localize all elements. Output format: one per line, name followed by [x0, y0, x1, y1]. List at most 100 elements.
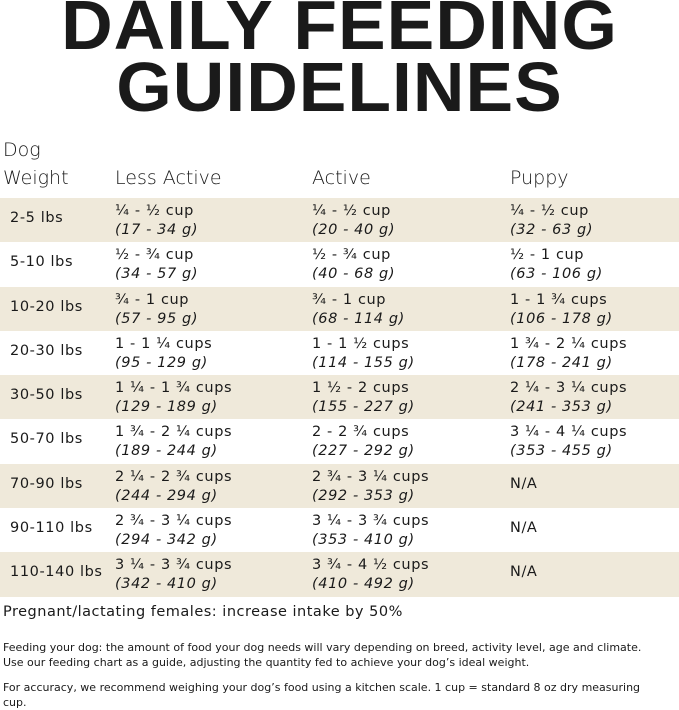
grams: (241 - 353 g) — [510, 399, 613, 416]
cups: ¼ - ½ cup — [115, 203, 194, 219]
amount-cell: 1 - 1 ¾ cups (106 - 178 g) — [510, 291, 613, 329]
grams: (129 - 189 g) — [115, 399, 218, 416]
amount-cell: N/A — [510, 520, 538, 537]
table-row: 110-140 lbs 3 ¼ - 3 ¾ cups (342 - 410 g) 3 … — [0, 552, 679, 597]
grams: (114 - 155 g) — [312, 354, 415, 371]
cups: ½ - 1 cup — [510, 247, 585, 264]
cups: 1 ¾ - 2 ¼ cups — [510, 335, 628, 352]
amount-cell: ¼ - ½ cup (17 - 34 g) — [115, 202, 198, 240]
weight-cell: 50-70 lbs — [10, 431, 83, 448]
grams: (342 - 410 g) — [115, 576, 218, 593]
amount-cell: ¼ - ½ cup (20 - 40 g) — [312, 202, 395, 240]
amount-cell: ¾ - 1 cup (57 - 95 g) — [115, 291, 198, 329]
column-header: Puppy — [510, 167, 569, 189]
grams: (95 - 129 g) — [115, 354, 208, 371]
note-paragraph: For accuracy, we recommend weighing your… — [3, 681, 641, 709]
cups: 1 - 1 ¾ cups — [510, 291, 608, 308]
table-row: 10-20 lbs ¾ - 1 cup (57 - 95 g) ¾ - 1 cup (6… — [0, 286, 679, 331]
table-row: 50-70 lbs 1 ¾ - 2 ¼ cups (189 - 244 g) 2 - … — [0, 419, 679, 463]
amount-cell: 2 ¾ - 3 ¼ cups (294 - 342 g) — [115, 512, 232, 550]
weight-cell: 20-30 lbs — [10, 342, 83, 359]
grams: (106 - 178 g) — [510, 310, 613, 327]
grams: (40 - 68 g) — [312, 266, 396, 283]
amount-cell: ½ - ¾ cup (34 - 57 g) — [115, 246, 198, 284]
cups: 1 - 1 ½ cups — [312, 335, 410, 352]
table-row: 90-110 lbs 2 ¾ - 3 ¼ cups (294 - 342 g) 3 ¼… — [0, 508, 679, 552]
table-row: 70-90 lbs 2 ¼ - 2 ¾ cups (244 - 294 g) 2 ¾ … — [0, 463, 679, 509]
grams: (155 - 227 g) — [312, 399, 415, 416]
grams: (17 - 34 g) — [115, 222, 199, 238]
cups: ¼ - ½ cup — [510, 203, 589, 219]
grams: (244 - 294 g) — [115, 487, 218, 504]
amount-cell: 3 ¾ - 4 ½ cups (410 - 492 g) — [312, 556, 429, 594]
grams: (63 - 106 g) — [510, 266, 603, 283]
weight-cell: 30-50 lbs — [10, 387, 83, 404]
grams: (68 - 114 g) — [312, 310, 405, 327]
cups: 1 ½ - 2 cups — [312, 380, 410, 397]
table-header: Dog Weight Less Active Active Puppy — [0, 139, 679, 196]
amount-cell: 1 ¾ - 2 ¼ cups (178 - 241 g) — [510, 335, 627, 373]
amount-cell: 2 ¼ - 2 ¾ cups (244 - 294 g) — [115, 468, 232, 506]
title-line: GUIDELINES — [116, 48, 563, 126]
table-row: 30-50 lbs 1 ¼ - 1 ¾ cups (129 - 189 g) 1 ½ … — [0, 375, 679, 420]
grams: (353 - 410 g) — [312, 532, 415, 549]
table-row: 5-10 lbs ½ - ¾ cup (34 - 57 g) ½ - ¾ cup (40… — [0, 242, 679, 286]
weight-cell: 110-140 lbs — [10, 564, 103, 581]
cups: 1 ¼ - 1 ¾ cups — [115, 380, 233, 397]
column-header: Less Active — [115, 167, 222, 189]
grams: (178 - 241 g) — [510, 354, 613, 371]
grams: (292 - 353 g) — [312, 487, 415, 504]
column-header: Active — [312, 167, 371, 189]
amount-cell: 1 - 1 ¼ cups (95 - 129 g) — [115, 335, 212, 373]
cups: 1 - 1 ¼ cups — [115, 335, 213, 352]
cups: 2 ¼ - 3 ¼ cups — [510, 380, 628, 397]
grams: (189 - 244 g) — [115, 443, 218, 460]
note-paragraph: Feeding your dog: the amount of food you… — [3, 641, 642, 669]
cups: 2 ¾ - 3 ¼ cups — [115, 513, 233, 530]
weight-cell: 90-110 lbs — [10, 520, 93, 537]
amount-cell: 1 ½ - 2 cups (155 - 227 g) — [312, 379, 415, 417]
amount-cell: N/A — [510, 475, 538, 492]
amount-cell: ¾ - 1 cup (68 - 114 g) — [312, 291, 405, 329]
amount-cell: ½ - 1 cup (63 - 106 g) — [510, 246, 603, 284]
weight-cell: 70-90 lbs — [10, 475, 83, 492]
grams: (57 - 95 g) — [115, 310, 199, 327]
table-row: 2-5 lbs ¼ - ½ cup (17 - 34 g) ¼ - ½ cup (20 … — [0, 198, 679, 243]
cups: 3 ¼ - 3 ¾ cups — [312, 513, 430, 530]
cups: 2 ¾ - 3 ¼ cups — [312, 468, 430, 485]
cups: 3 ¼ - 3 ¾ cups — [115, 557, 233, 574]
grams: (353 - 455 g) — [510, 443, 613, 460]
cups: ½ - ¾ cup — [312, 247, 391, 264]
weight-cell: 10-20 lbs — [10, 298, 83, 315]
cups: ¼ - ½ cup — [312, 203, 391, 219]
amount-cell: 3 ¼ - 3 ¾ cups (342 - 410 g) — [115, 556, 232, 594]
grams: (410 - 492 g) — [312, 576, 415, 593]
column-header: Dog Weight — [3, 139, 69, 189]
grams: (34 - 57 g) — [115, 266, 199, 283]
grams: (227 - 292 g) — [312, 443, 415, 460]
grams: (32 - 63 g) — [510, 222, 594, 238]
weight-cell: 2-5 lbs — [10, 210, 64, 226]
pregnant-note: Pregnant/lactating females: increase int… — [3, 604, 403, 620]
table-row: 20-30 lbs 1 - 1 ¼ cups (95 - 129 g) 1 - 1 ½… — [0, 331, 679, 375]
amount-cell: ¼ - ½ cup (32 - 63 g) — [510, 202, 593, 240]
amount-cell: 2 ¾ - 3 ¼ cups (292 - 353 g) — [312, 468, 429, 506]
amount-cell: 1 ¾ - 2 ¼ cups (189 - 244 g) — [115, 423, 232, 461]
amount-cell: N/A — [510, 564, 538, 581]
amount-cell: 3 ¼ - 4 ¼ cups (353 - 455 g) — [510, 423, 627, 461]
cups: ½ - ¾ cup — [115, 247, 194, 264]
cups: ¾ - 1 cup — [115, 291, 190, 308]
grams: (294 - 342 g) — [115, 532, 218, 549]
amount-cell: 2 ¼ - 3 ¼ cups (241 - 353 g) — [510, 379, 627, 417]
cups: 2 - 2 ¾ cups — [312, 424, 410, 441]
cups: ¾ - 1 cup — [312, 291, 387, 308]
amount-cell: 1 ¼ - 1 ¾ cups (129 - 189 g) — [115, 379, 232, 417]
amount-cell: ½ - ¾ cup (40 - 68 g) — [312, 246, 395, 284]
amount-cell: 1 - 1 ½ cups (114 - 155 g) — [312, 335, 415, 373]
cups: 3 ¾ - 4 ½ cups — [312, 557, 430, 574]
amount-cell: 3 ¼ - 3 ¾ cups (353 - 410 g) — [312, 512, 429, 550]
weight-cell: 5-10 lbs — [10, 254, 74, 271]
title: DAILY FEEDING GUIDELINES — [0, 0, 679, 126]
cups: 3 ¼ - 4 ¼ cups — [510, 424, 628, 441]
